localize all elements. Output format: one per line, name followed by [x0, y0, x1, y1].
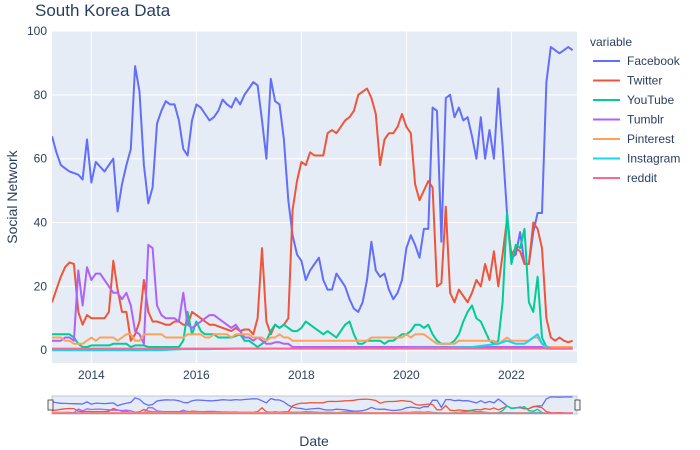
x-tick-label: 2018: [288, 368, 315, 382]
x-tick-label: 2014: [78, 368, 105, 382]
plot-area: [52, 31, 577, 363]
range-slider-left-handle[interactable]: [47, 399, 54, 411]
series-line-tumblr: [52, 243, 573, 350]
legend-item-twitter[interactable]: Twitter: [593, 74, 662, 88]
legend-label-reddit: reddit: [627, 171, 658, 185]
x-axis-label: Date: [299, 433, 329, 449]
legend-label-instagram: Instagram: [627, 152, 680, 166]
y-tick-label: 20: [34, 279, 48, 293]
legend-item-youtube[interactable]: YouTube: [593, 93, 674, 107]
y-axis-label: Social Network: [4, 149, 20, 243]
legend-item-instagram[interactable]: Instagram: [593, 152, 680, 166]
series-line-youtube: [52, 212, 573, 348]
legend-label-twitter: Twitter: [627, 74, 662, 88]
y-tick-label: 100: [27, 24, 47, 38]
legend-label-pinterest: Pinterest: [627, 132, 675, 146]
x-tick-label: 2020: [393, 368, 420, 382]
x-tick-labels: 2014 2016 2018 2020 2022: [78, 368, 525, 382]
legend-label-youtube: YouTube: [627, 93, 674, 107]
slider-line-facebook: [52, 396, 573, 412]
range-slider-right-handle[interactable]: [574, 399, 581, 411]
legend: Facebook Twitter YouTube Tumblr Pinterest Ins…: [593, 54, 681, 185]
range-slider-lines: [52, 396, 573, 414]
legend-item-reddit[interactable]: reddit: [593, 171, 658, 185]
chart-title: South Korea Data: [35, 1, 171, 20]
series-line-pinterest: [52, 333, 573, 348]
x-tick-label: 2016: [183, 368, 210, 382]
x-gridlines: [90, 31, 512, 363]
legend-label-facebook: Facebook: [627, 54, 681, 68]
y-tick-label: 40: [34, 216, 48, 230]
legend-item-pinterest[interactable]: Pinterest: [593, 132, 675, 146]
legend-title: variable: [590, 35, 632, 49]
y-gridlines: [52, 30, 577, 352]
y-tick-label: 60: [34, 152, 48, 166]
legend-item-tumblr[interactable]: Tumblr: [593, 113, 664, 127]
legend-label-tumblr: Tumblr: [627, 113, 664, 127]
y-tick-labels: 0 20 40 60 80 100: [27, 24, 47, 357]
x-tick-label: 2022: [498, 368, 525, 382]
series-line-facebook: [52, 46, 574, 313]
series-lines: [52, 46, 574, 352]
y-tick-label: 0: [40, 343, 47, 357]
series-line-twitter: [52, 87, 573, 344]
y-tick-label: 80: [34, 88, 48, 102]
legend-item-facebook[interactable]: Facebook: [593, 54, 681, 68]
